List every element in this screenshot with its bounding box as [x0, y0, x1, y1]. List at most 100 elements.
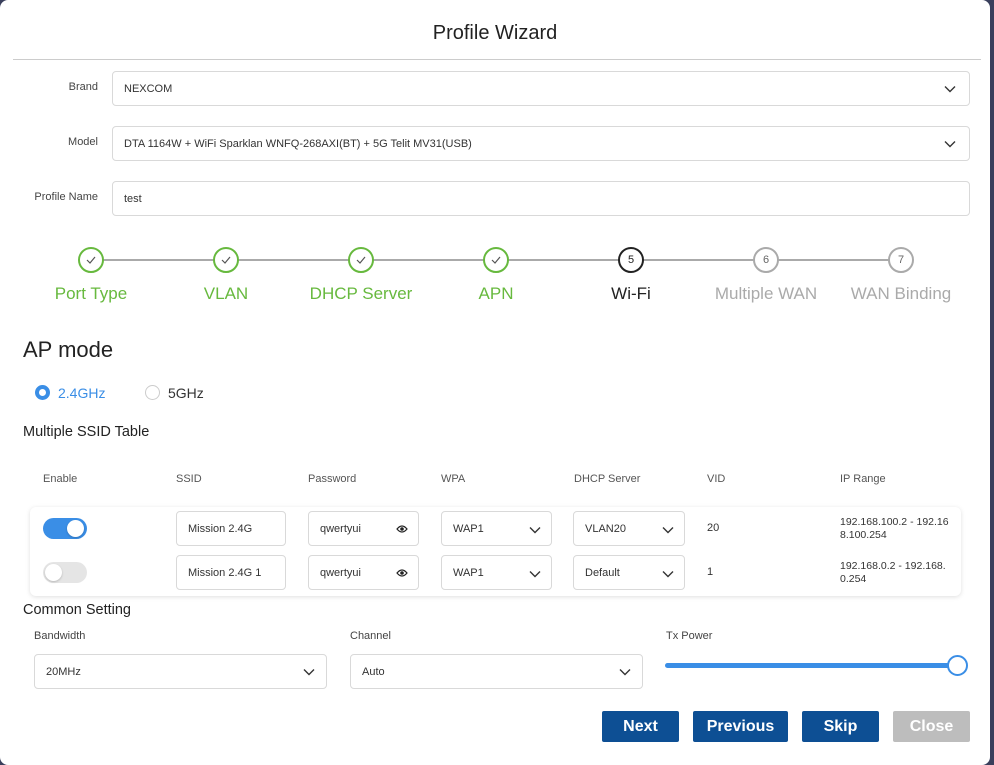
radio[interactable]	[145, 385, 160, 400]
eye-path	[396, 569, 408, 577]
slider-handle[interactable]	[947, 655, 968, 676]
chevron-path	[303, 669, 315, 676]
cell-value: VLAN20	[585, 522, 626, 535]
cell-value: Mission 2.4G	[188, 522, 253, 535]
column-header: Enable	[43, 473, 78, 485]
chevron-icon	[662, 527, 674, 534]
section-subtitle: Common Setting	[23, 602, 131, 618]
section-subtitle: Multiple SSID Table	[23, 424, 150, 440]
ssid-input[interactable]: Mission 2.4G 1	[176, 555, 286, 590]
step-label: VLAN	[203, 284, 249, 303]
section-title: AP mode	[23, 337, 114, 362]
step-circle[interactable]	[213, 247, 239, 273]
field-value: NEXCOM	[124, 82, 173, 95]
button[interactable]: Previous	[693, 711, 788, 742]
bandwidth-select[interactable]: 20MHz	[34, 654, 327, 689]
cell-value: qwertyui	[320, 566, 361, 579]
eye-icon	[396, 569, 408, 577]
step-circle[interactable]: 7	[888, 247, 914, 273]
chevron-icon	[944, 141, 956, 148]
chevron-path	[662, 527, 674, 534]
check-icon	[356, 256, 366, 264]
chevron-icon	[303, 669, 315, 676]
toggle-knob	[45, 564, 62, 581]
step-number: 7	[897, 254, 905, 266]
button[interactable]: Next	[602, 711, 679, 742]
password-input[interactable]: qwertyui	[308, 555, 419, 590]
column-header: DHCP Server	[574, 473, 641, 485]
check-icon	[491, 256, 501, 264]
chevron-path	[944, 86, 956, 93]
field-label: Tx Power	[666, 630, 713, 642]
step-circle[interactable]	[483, 247, 509, 273]
chevron-path	[529, 527, 541, 534]
check-icon	[86, 256, 96, 264]
field-label: Channel	[350, 630, 391, 642]
step-label: WAN Binding	[850, 284, 952, 303]
brand-input[interactable]: NEXCOM	[112, 71, 970, 106]
model-input[interactable]: DTA 1164W + WiFi Sparklan WNFQ-268AXI(BT…	[112, 126, 970, 161]
step-circle[interactable]	[348, 247, 374, 273]
cell-value: WAP1	[453, 566, 484, 579]
check-path	[86, 256, 96, 264]
chevron-icon	[529, 571, 541, 578]
field-label: Model	[68, 136, 98, 148]
column-header: WPA	[441, 473, 466, 485]
step-circle[interactable]: 5	[618, 247, 644, 273]
field-label: Bandwidth	[34, 630, 86, 642]
column-header: VID	[707, 473, 726, 485]
step-label: DHCP Server	[309, 284, 413, 303]
chevron-path	[619, 669, 631, 676]
toggle[interactable]	[43, 518, 87, 539]
step-label: APN	[478, 284, 514, 303]
step-circle[interactable]	[78, 247, 104, 273]
field-value: test	[124, 192, 142, 205]
channel-select[interactable]: Auto	[350, 654, 643, 689]
password-input[interactable]: qwertyui	[308, 511, 419, 546]
step-label: Multiple WAN	[714, 284, 818, 303]
step-label: Wi-Fi	[611, 284, 651, 303]
field-label: Brand	[68, 81, 98, 93]
profile-name-input[interactable]: test	[112, 181, 970, 216]
cell-value: WAP1	[453, 522, 484, 535]
chevron-icon	[529, 527, 541, 534]
eye-pupil	[400, 527, 404, 531]
dhcp-select[interactable]: VLAN20	[573, 511, 685, 546]
toggle-knob	[67, 520, 84, 537]
field-value: Auto	[362, 665, 385, 678]
eye-path	[396, 525, 408, 533]
cell-value: qwertyui	[320, 522, 361, 535]
radio[interactable]	[35, 385, 50, 400]
step-label: Port Type	[54, 284, 128, 303]
step-circle[interactable]: 6	[753, 247, 779, 273]
cell-value: Mission 2.4G 1	[188, 566, 262, 579]
divider	[13, 59, 981, 60]
chevron-icon	[662, 571, 674, 578]
check-icon	[221, 256, 231, 264]
field-value: 20MHz	[46, 665, 81, 678]
button[interactable]: Close	[893, 711, 970, 742]
chevron-path	[662, 571, 674, 578]
radio-label[interactable]: 2.4GHz	[58, 385, 106, 401]
chevron-icon	[619, 669, 631, 676]
vid-cell: 1	[707, 566, 714, 578]
cell-value: Default	[585, 566, 620, 579]
dialog-title: Profile Wizard	[432, 22, 558, 44]
check-path	[491, 256, 501, 264]
chevron-path	[944, 141, 956, 148]
ssid-input[interactable]: Mission 2.4G	[176, 511, 286, 546]
dhcp-select[interactable]: Default	[573, 555, 685, 590]
wpa-select[interactable]: WAP1	[441, 555, 552, 590]
step-number: 5	[627, 254, 635, 266]
toggle[interactable]	[43, 562, 87, 583]
button[interactable]: Skip	[802, 711, 879, 742]
column-header: Password	[308, 473, 357, 485]
radio-label[interactable]: 5GHz	[168, 385, 204, 401]
field-label: Profile Name	[34, 191, 98, 203]
slider-track[interactable]	[665, 663, 958, 668]
step-number: 6	[762, 254, 770, 266]
ip-range-cell: 192.168.0.2 - 192.168.0.254	[840, 560, 946, 585]
vid-cell: 20	[707, 522, 720, 534]
wpa-select[interactable]: WAP1	[441, 511, 552, 546]
